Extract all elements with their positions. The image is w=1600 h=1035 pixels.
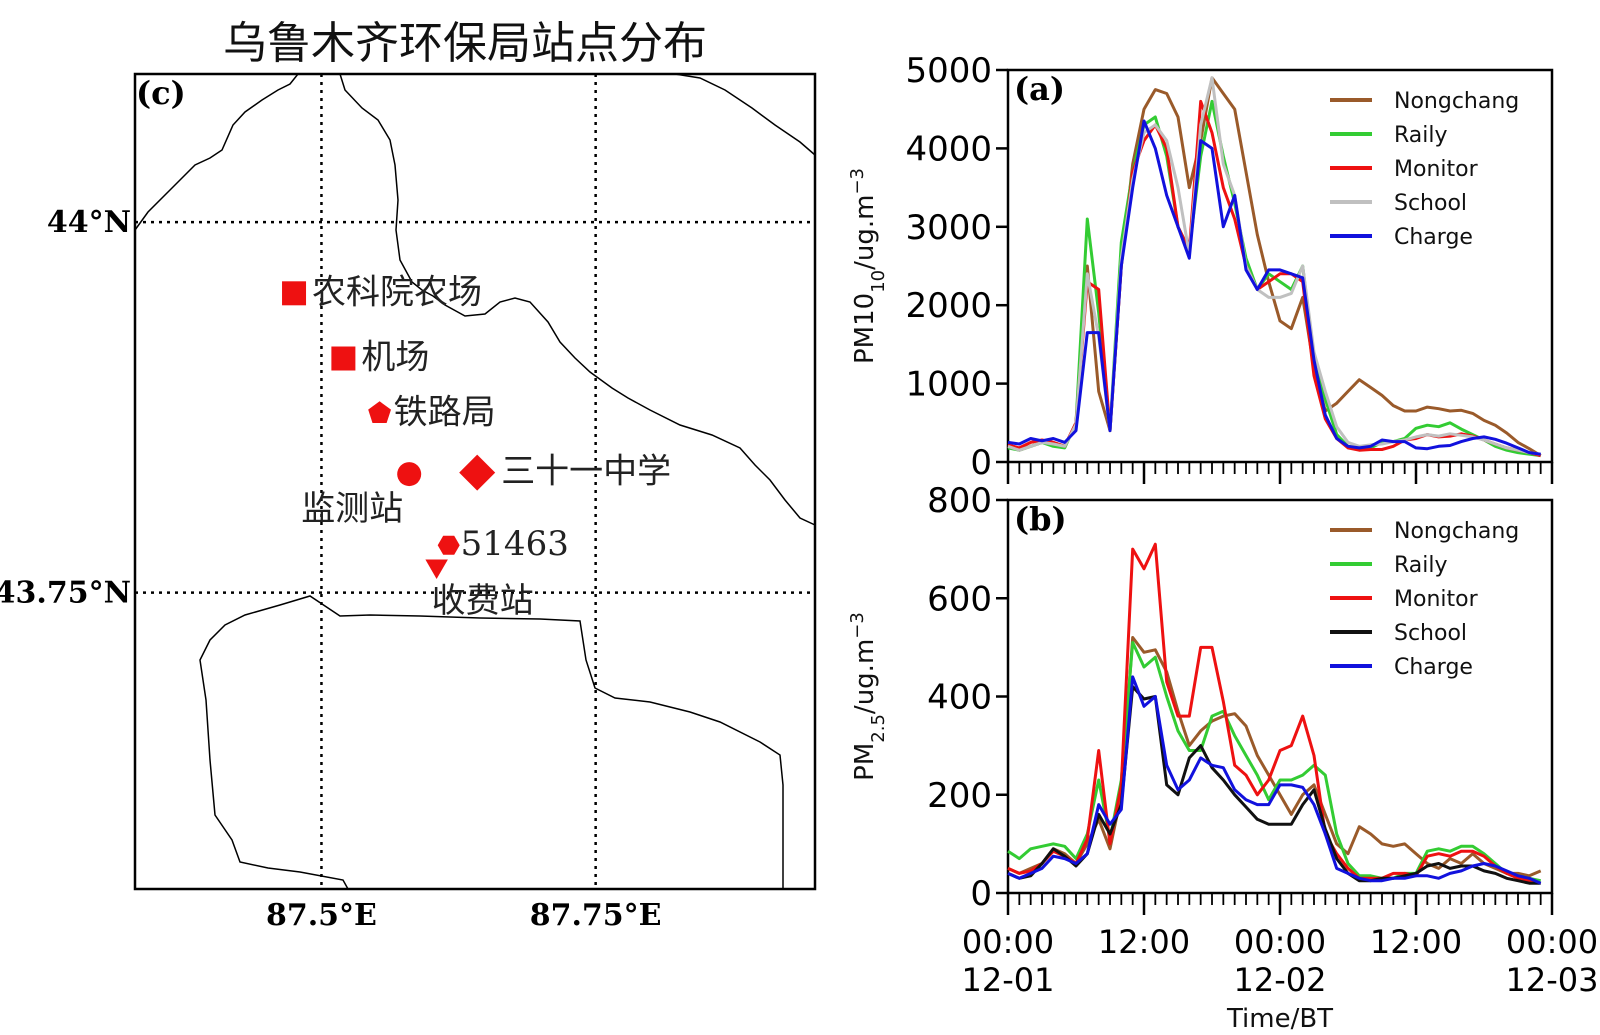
station-label: 监测站: [301, 489, 403, 529]
series-line-raily: [1007, 641, 1542, 883]
lon-tick-label: 87.5°E: [266, 898, 377, 933]
panel-label: (a): [1014, 70, 1065, 108]
station-label: 收费站: [432, 581, 534, 621]
plot-frame: [1006, 498, 1554, 895]
y-tick-label: 3000: [905, 208, 992, 248]
legend-label: Charge: [1394, 225, 1473, 250]
panel-label: (b): [1014, 500, 1067, 538]
series-line-charge: [1007, 675, 1542, 885]
station-marker-square: [331, 346, 356, 371]
x-tick-label-time: 12:00: [1370, 923, 1462, 961]
boundary-north: [134, 73, 299, 231]
series-line-nongchang: [1007, 76, 1542, 457]
y-tick-label: 800: [927, 481, 992, 521]
pm10-chart: 0 1000 2000 3000 4000 5000 (a) Nongchang Raily Mo…: [847, 51, 1554, 484]
y-tick-label: 0: [970, 443, 992, 483]
boundary-lines: [134, 73, 816, 890]
legend-label: Raily: [1394, 553, 1448, 578]
legend-label: Monitor: [1394, 157, 1479, 182]
legend-label: Raily: [1394, 123, 1448, 148]
y-tick-label: 200: [927, 776, 992, 816]
station-marker-triangle: [425, 559, 448, 579]
x-tick-label-date: 12-01: [962, 961, 1055, 999]
station-map: 乌鲁木齐环保局站点分布 87.5°E 87.75°E 44°N 43.75°N (c)…: [0, 18, 817, 933]
x-tick-label-time: 00:00: [1506, 923, 1598, 961]
boundary-central: [339, 73, 816, 526]
station-marker-square: [282, 281, 307, 306]
legend-label: School: [1394, 621, 1467, 646]
lat-tick-label: 43.75°N: [0, 576, 131, 611]
legend-label: School: [1394, 191, 1467, 216]
station-label: 51463: [461, 524, 569, 564]
x-tick-label-time: 00:00: [1234, 923, 1326, 961]
station-marker-diamond: [459, 454, 496, 491]
plot-frame: [1006, 68, 1554, 464]
boundary-south: [199, 595, 784, 890]
legend-label: Nongchang: [1394, 519, 1519, 544]
y-tick-label: 5000: [905, 51, 992, 91]
series-line-monitor: [1007, 542, 1542, 885]
y-tick-label: 4000: [905, 129, 992, 169]
station-label: 铁路局: [394, 392, 496, 432]
boundary-northeast: [674, 73, 816, 156]
x-axis-label: Time/BT: [1226, 1004, 1333, 1034]
y-tick-label: 0: [970, 874, 992, 914]
y-tick-label: 400: [927, 678, 992, 718]
station-marker-circle: [397, 462, 422, 487]
y-tick-label: 600: [927, 579, 992, 619]
x-tick-label-date: 12-03: [1506, 961, 1599, 999]
map-panel-label: (c): [136, 74, 186, 112]
x-tick-label-time: 00:00: [962, 923, 1054, 961]
legend-label: Charge: [1394, 655, 1473, 680]
station-label: 机场: [361, 338, 429, 378]
map-tick-labels: 87.5°E 87.75°E 44°N 43.75°N: [0, 205, 662, 933]
pm25-chart: 0 200 400 600 800 (b) Nongchang Raily Monitor Sch…: [847, 481, 1599, 1034]
y-axis-label: PM2.5/ug.m−3: [847, 612, 889, 781]
y-tick-label: 2000: [905, 286, 992, 326]
y-axis-label: PM1010/ug.m−3: [847, 168, 889, 364]
map-frame: [133, 72, 817, 891]
map-gridlines: [135, 74, 815, 889]
x-tick-label-date: 12-02: [1234, 961, 1327, 999]
series-line-school: [1007, 685, 1541, 885]
legend-label: Monitor: [1394, 587, 1479, 612]
legend-label: Nongchang: [1394, 89, 1519, 114]
lon-tick-label: 87.75°E: [530, 898, 662, 933]
x-tick-label-time: 12:00: [1098, 923, 1190, 961]
series-line-monitor: [1007, 99, 1542, 458]
station-marker-hexagon: [437, 535, 460, 555]
station-label: 农科院农场: [312, 272, 482, 312]
series-line-charge: [1007, 119, 1541, 456]
y-tick-label: 1000: [905, 365, 992, 405]
series-line-school: [1007, 76, 1541, 456]
station-label: 三十一中学: [501, 452, 671, 492]
map-title: 乌鲁木齐环保局站点分布: [223, 18, 707, 69]
station-marker-pentagon: [368, 401, 391, 423]
lat-tick-label: 44°N: [47, 205, 131, 240]
